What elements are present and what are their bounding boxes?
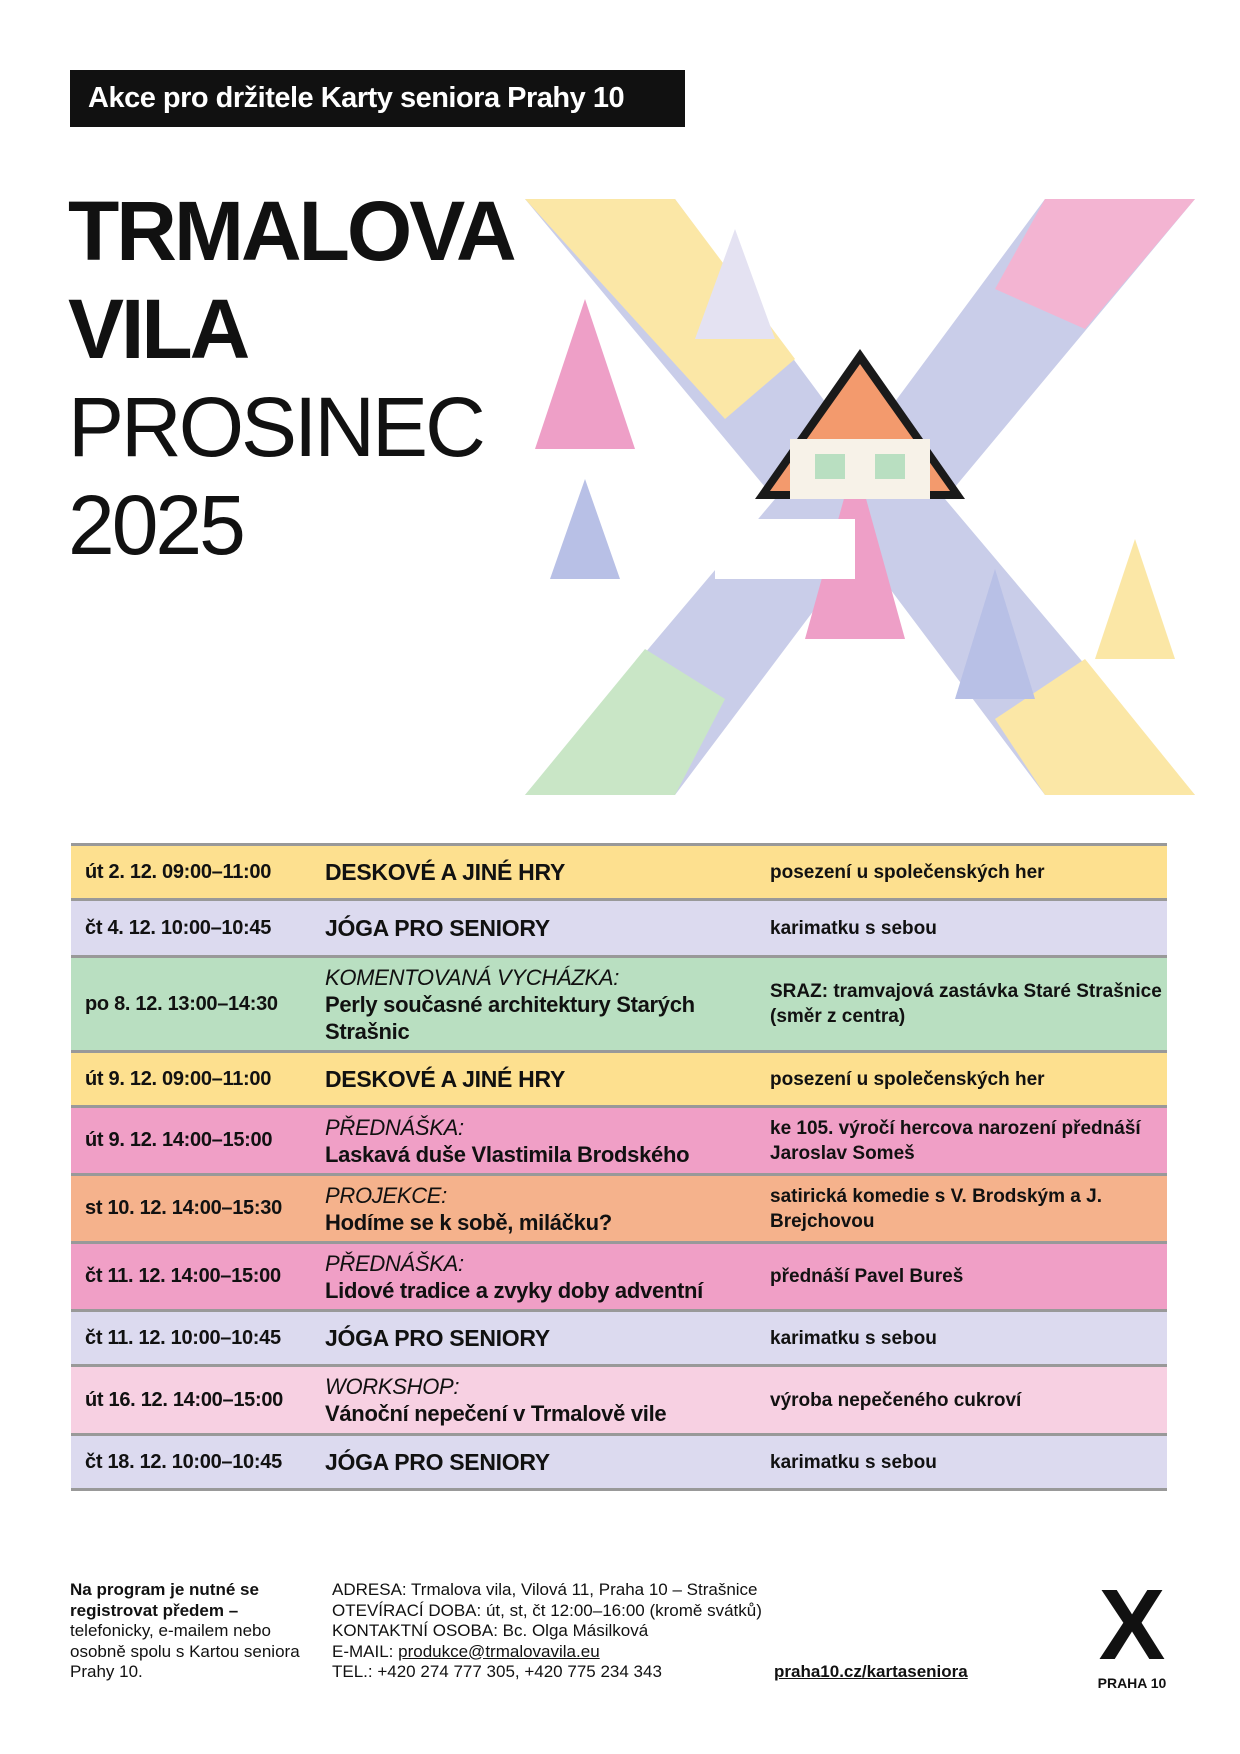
event-note: SRAZ: tramvajová zastávka Staré Strašnic… [770, 981, 1162, 1027]
event-title: Hodíme se k sobě, miláčku? [325, 1209, 612, 1235]
event-date: út 9. 12. 09:00–11:00 [85, 1067, 272, 1090]
event-note: karimatku s sebou [770, 1451, 937, 1473]
events-table: út 2. 12. 09:00–11:00 DESKOVÉ A JINÉ HRY… [71, 843, 1167, 1491]
event-row: čt 4. 12. 10:00–10:45 JÓGA PRO SENIORY k… [71, 901, 1167, 958]
header-badge: Akce pro držitele Karty seniora Prahy 10 [70, 70, 685, 127]
event-title: Vánoční nepečení v Trmalově vile [325, 1401, 667, 1426]
phone: TEL.: +420 274 777 305, +420 775 234 343 [332, 1662, 662, 1681]
event-date: čt 11. 12. 10:00–10:45 [85, 1326, 281, 1349]
event-row: st 10. 12. 14:00–15:30 PROJEKCE: Hodíme s… [71, 1176, 1167, 1244]
event-title: JÓGA PRO SENIORY [325, 914, 550, 941]
event-description: JÓGA PRO SENIORY [325, 915, 770, 942]
registration-text: telefonicky, e-mailem nebo osobně spolu … [70, 1621, 300, 1681]
event-description: DESKOVÉ A JINÉ HRY [325, 1066, 770, 1093]
house-icon [790, 439, 930, 499]
title-month: PROSINEC [68, 380, 486, 474]
event-kind: PROJEKCE: [325, 1182, 447, 1208]
opening-hours: OTEVÍRACÍ DOBA: út, st, čt 12:00–16:00 (… [332, 1600, 762, 1620]
event-description: PROJEKCE: Hodíme se k sobě, miláčku? [325, 1182, 770, 1236]
event-row: čt 11. 12. 14:00–15:00 PŘEDNÁŠKA: Lidové … [71, 1244, 1167, 1312]
web-link[interactable]: praha10.cz/kartaseniora [774, 1662, 968, 1681]
event-date: st 10. 12. 14:00–15:30 [85, 1197, 282, 1219]
contact-info: ADRESA: Trmalova vila, Vilová 11, Praha … [332, 1580, 772, 1683]
event-row: út 9. 12. 14:00–15:00 PŘEDNÁŠKA: Laskavá … [71, 1108, 1167, 1176]
contact-person: KONTAKTNÍ OSOBA: Bc. Olga Másilková [332, 1621, 649, 1640]
event-date: čt 18. 12. 10:00–10:45 [85, 1450, 282, 1473]
event-title: DESKOVÉ A JINÉ HRY [325, 858, 565, 885]
event-description: KOMENTOVANÁ VYCHÁZKA: Perly současné arch… [325, 964, 770, 1045]
event-date: út 9. 12. 14:00–15:00 [85, 1129, 273, 1151]
event-title: Perly současné architektury Starých Stra… [325, 991, 695, 1044]
event-note: ke 105. výročí hercova narození přednáší… [770, 1117, 1141, 1164]
event-note: karimatku s sebou [770, 1327, 937, 1349]
event-kind: PŘEDNÁŠKA: [325, 1114, 464, 1140]
event-description: PŘEDNÁŠKA: Lidové tradice a zvyky doby ad… [325, 1250, 770, 1304]
event-title: Lidové tradice a zvyky doby adventní [325, 1277, 703, 1303]
event-note: přednáší Pavel Bureš [770, 1266, 964, 1287]
event-title: Laskavá duše Vlastimila Brodského [325, 1141, 690, 1167]
logo-text: PRAHA 10 [1097, 1675, 1167, 1691]
title-line-2: VILA [68, 282, 250, 376]
event-row: út 9. 12. 09:00–11:00 DESKOVÉ A JINÉ HRY… [71, 1053, 1167, 1108]
villa-illustration [525, 199, 1195, 795]
event-date: po 8. 12. 13:00–14:30 [85, 992, 278, 1015]
email-link[interactable]: produkce@trmalovavila.eu [398, 1641, 600, 1661]
page-title: TRMALOVA VILA PROSINEC 2025 [68, 182, 517, 574]
email-label: E-MAIL: [332, 1641, 399, 1661]
email-row: E-MAIL: produkce@trmalovavila.eu [332, 1642, 772, 1663]
title-year: 2025 [68, 478, 246, 572]
registration-bold: Na program je nutné se registrovat přede… [70, 1580, 259, 1620]
event-description: DESKOVÉ A JINÉ HRY [325, 859, 770, 886]
event-kind: WORKSHOP: [325, 1374, 460, 1399]
logo-x-mark: X [1098, 1569, 1166, 1681]
event-title: JÓGA PRO SENIORY [325, 1448, 550, 1475]
event-title: DESKOVÉ A JINÉ HRY [325, 1065, 565, 1092]
registration-note: Na program je nutné se registrovat přede… [70, 1580, 300, 1683]
event-note: satirická komedie s V. Brodským a J. Bre… [770, 1185, 1102, 1232]
event-description: JÓGA PRO SENIORY [325, 1325, 770, 1352]
title-line-1: TRMALOVA [68, 184, 517, 278]
event-date: čt 4. 12. 10:00–10:45 [85, 916, 272, 939]
event-row: út 2. 12. 09:00–11:00 DESKOVÉ A JINÉ HRY… [71, 846, 1167, 901]
address: ADRESA: Trmalova vila, Vilová 11, Praha … [332, 1580, 758, 1599]
event-row: út 16. 12. 14:00–15:00 WORKSHOP: Vánoční … [71, 1367, 1167, 1436]
event-note: karimatku s sebou [770, 917, 937, 939]
event-note: posezení u společenských her [770, 1068, 1045, 1090]
event-title: JÓGA PRO SENIORY [325, 1324, 550, 1351]
event-kind: PŘEDNÁŠKA: [325, 1250, 464, 1276]
event-date: út 16. 12. 14:00–15:00 [85, 1388, 283, 1411]
event-date: čt 11. 12. 14:00–15:00 [85, 1265, 281, 1287]
event-description: JÓGA PRO SENIORY [325, 1449, 770, 1476]
praha10-logo: X PRAHA 10 [1092, 1569, 1172, 1691]
event-note: výroba nepečeného cukroví [770, 1389, 1022, 1411]
event-row: čt 11. 12. 10:00–10:45 JÓGA PRO SENIORY … [71, 1312, 1167, 1367]
event-row: po 8. 12. 13:00–14:30 KOMENTOVANÁ VYCHÁZ… [71, 958, 1167, 1053]
blue-tree-icon [550, 479, 620, 579]
event-description: PŘEDNÁŠKA: Laskavá duše Vlastimila Brodsk… [325, 1114, 770, 1168]
event-description: WORKSHOP: Vánoční nepečení v Trmalově vil… [325, 1373, 770, 1427]
event-row: čt 18. 12. 10:00–10:45 JÓGA PRO SENIORY … [71, 1436, 1167, 1491]
event-note: posezení u společenských her [770, 861, 1045, 883]
pink-tree-icon [535, 299, 635, 449]
event-kind: KOMENTOVANÁ VYCHÁZKA: [325, 964, 620, 990]
event-date: út 2. 12. 09:00–11:00 [85, 860, 272, 883]
